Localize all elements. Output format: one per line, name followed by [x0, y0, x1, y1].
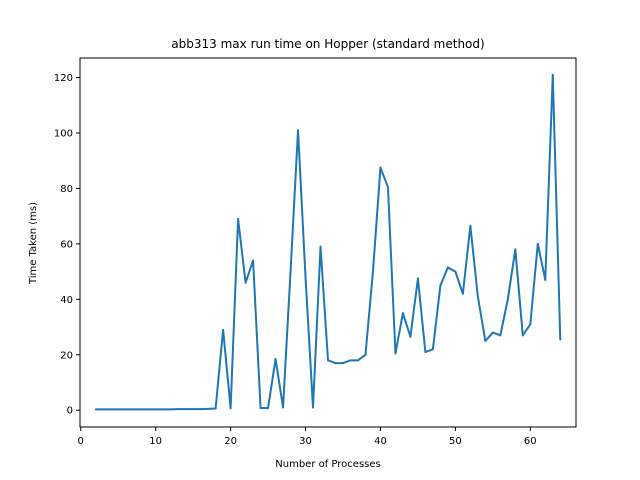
data-point [364, 353, 367, 356]
chart-title: abb313 max run time on Hopper (standard … [171, 37, 484, 51]
data-point [117, 408, 120, 411]
data-point [551, 73, 554, 76]
y-tick-label: 0 [67, 406, 73, 417]
data-point [514, 248, 517, 251]
data-point [184, 408, 187, 411]
data-point [379, 166, 382, 169]
data-point [394, 352, 397, 355]
data-point [132, 408, 135, 411]
data-point [259, 407, 262, 410]
data-point [371, 270, 374, 273]
y-tick-label: 20 [60, 350, 73, 361]
data-point [139, 408, 142, 411]
data-point [297, 129, 300, 132]
x-tick-label: 40 [374, 436, 387, 447]
data-point [177, 408, 180, 411]
axis-ticks: 0 10 20 30 40 50 60 0 20 40 60 80 100 120 [54, 73, 537, 447]
data-point [222, 328, 225, 331]
data-point [207, 407, 210, 410]
data-point [386, 186, 389, 189]
data-point [529, 323, 532, 326]
plot-area [79, 57, 577, 428]
y-tick-label: 80 [60, 184, 73, 195]
data-point [454, 270, 457, 273]
data-point [499, 334, 502, 337]
data-point [327, 359, 329, 362]
data-point [94, 408, 97, 411]
data-point [304, 276, 307, 279]
data-point [124, 408, 127, 411]
data-point [439, 284, 442, 287]
x-tick-label: 10 [149, 436, 162, 447]
data-point [109, 408, 112, 411]
data-point [289, 270, 292, 273]
x-axis-label: Number of Processes [275, 459, 380, 470]
data-point [506, 298, 509, 301]
x-tick-label: 30 [299, 436, 312, 447]
data-point [341, 362, 344, 365]
data-point [244, 281, 247, 284]
data-point [416, 277, 419, 280]
data-point [461, 292, 464, 295]
data-point [476, 295, 479, 298]
data-point [282, 406, 285, 409]
data-point [559, 338, 562, 341]
x-tick-label: 50 [449, 436, 462, 447]
data-point [147, 408, 150, 411]
data-point [199, 408, 202, 411]
data-point [252, 259, 255, 262]
data-point [312, 406, 315, 409]
data-point [544, 278, 547, 281]
data-point [169, 408, 172, 411]
data-point [401, 312, 404, 315]
data-point [491, 331, 494, 334]
data-point [356, 359, 359, 362]
data-point [102, 408, 105, 411]
x-tick-label: 0 [78, 436, 84, 447]
data-point [424, 351, 427, 354]
data-point [274, 357, 277, 360]
y-tick-label: 120 [54, 73, 73, 84]
data-point [536, 242, 539, 245]
data-point [334, 362, 337, 365]
data-point [214, 407, 217, 410]
data-point [229, 407, 232, 410]
data-point [154, 408, 157, 411]
y-tick-label: 40 [60, 295, 73, 306]
data-point [267, 407, 270, 410]
y-axis-label: Time Taken (ms) [28, 202, 39, 285]
y-tick-label: 100 [54, 128, 73, 139]
data-point [319, 245, 322, 248]
data-point [521, 334, 524, 337]
x-tick-label: 20 [224, 436, 237, 447]
data-point [237, 217, 240, 220]
data-point [446, 266, 449, 269]
data-points [94, 73, 562, 411]
data-point [162, 408, 165, 411]
y-tick-label: 60 [60, 239, 73, 250]
data-point [431, 348, 434, 351]
data-point [409, 335, 412, 338]
data-point [349, 359, 352, 362]
x-tick-label: 60 [524, 436, 537, 447]
data-point [469, 224, 472, 227]
data-point [484, 339, 487, 342]
data-point [192, 408, 195, 411]
